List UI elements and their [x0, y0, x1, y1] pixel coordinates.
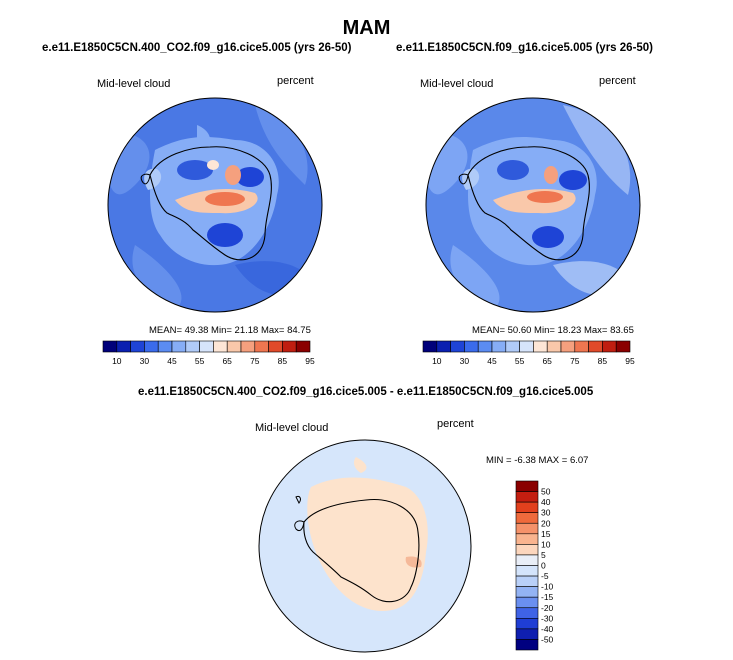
panel1-colorbar-swatch	[102, 340, 118, 353]
panel2-colorbar-tick-label: 75	[570, 356, 580, 366]
panel1-colorbar-swatch	[116, 340, 131, 353]
panel1-units-label: percent	[277, 75, 314, 87]
panel1-colorbar-tick-label: 10	[112, 356, 122, 366]
panel1-colorbar-tick-label: 30	[140, 356, 150, 366]
diff-units-label: percent	[437, 418, 474, 430]
panel2-colorbar-swatch	[560, 340, 576, 353]
diff-colorbar-tick-label: -20	[541, 603, 554, 613]
panel1-colorbar-swatch	[282, 340, 297, 353]
panel1-colorbar-tick-label: 85	[278, 356, 288, 366]
diff-colorbar-swatch	[515, 639, 539, 651]
diff-map	[258, 439, 472, 653]
panel1-colorbar: 10 30 45 55 65 75 85 95	[102, 340, 315, 366]
diff-colorbar-swatch	[515, 544, 539, 556]
diff-colorbar-swatch	[515, 586, 539, 598]
figure-title: MAM	[342, 17, 391, 39]
diff-colorbar-tick-label: -40	[541, 624, 554, 634]
diff-stats: MIN = -6.38 MAX = 6.07	[486, 455, 589, 466]
panel1-colorbar-swatch	[144, 340, 159, 353]
panel1-subtitle: e.e11.E1850C5CN.400_CO2.f09_g16.cice5.00…	[42, 42, 352, 54]
diff-colorbar-tick-label: -50	[541, 634, 554, 644]
panel2-colorbar-swatch	[615, 340, 631, 353]
diff-colorbar-swatch	[515, 522, 539, 535]
panel2-colorbar-swatch	[450, 340, 465, 353]
panel1-map	[107, 97, 323, 313]
panel1-colorbar-tick-label: 75	[250, 356, 260, 366]
panel1-colorbar-swatch	[268, 340, 283, 353]
diff-colorbar-swatch	[515, 533, 539, 545]
panel2-colorbar-swatch	[588, 340, 603, 353]
diff-colorbar-swatch	[515, 554, 539, 566]
panel2-colorbar-swatch	[436, 340, 451, 353]
panel1-colorbar-tick-label: 95	[305, 356, 315, 366]
panel2-colorbar-swatch	[505, 340, 520, 353]
diff-colorbar-tick-label: 50	[541, 487, 551, 497]
diff-subtitle: e.e11.E1850C5CN.400_CO2.f09_g16.cice5.00…	[138, 386, 594, 398]
panel2-colorbar-tick-label: 55	[515, 356, 525, 366]
diff-colorbar-tick-label: -10	[541, 582, 554, 592]
panel2-colorbar-tick-label: 95	[625, 356, 635, 366]
diff-colorbar-swatch	[515, 607, 539, 619]
panel1-variable-label: Mid-level cloud	[97, 78, 171, 90]
diff-variable-label: Mid-level cloud	[255, 422, 329, 434]
panel2-colorbar-swatch	[574, 340, 589, 353]
diff-colorbar-tick-label: -5	[541, 571, 549, 581]
panel2-colorbar-tick-label: 45	[487, 356, 497, 366]
panel2-colorbar-tick-label: 10	[432, 356, 442, 366]
panel2-colorbar-tick-label: 85	[598, 356, 608, 366]
diff-colorbar-tick-label: 30	[541, 508, 551, 518]
panel1-colorbar-swatch	[226, 340, 242, 353]
panel1-colorbar-swatch	[213, 340, 228, 353]
panel2-colorbar-swatch	[519, 340, 534, 353]
panel2-units-label: percent	[599, 75, 636, 87]
panel2-map	[425, 97, 641, 313]
panel1-colorbar-swatch	[171, 340, 187, 353]
diff-colorbar-swatch	[515, 501, 539, 513]
panel1-colorbar-tick-label: 45	[167, 356, 177, 366]
panel2-colorbar-swatch	[477, 340, 493, 353]
panel2-colorbar-tick-label: 65	[542, 356, 552, 366]
diff-colorbar-tick-label: -15	[541, 592, 554, 602]
panel2-colorbar-swatch	[533, 340, 548, 353]
panel2-colorbar-swatch	[602, 340, 617, 353]
panel1-colorbar-swatch	[254, 340, 269, 353]
diff-colorbar-tick-label: 5	[541, 550, 546, 560]
panel2-colorbar-swatch	[546, 340, 562, 353]
diff-colorbar-swatch	[515, 596, 539, 609]
diff-colorbar-swatch	[515, 565, 539, 577]
panel1-colorbar-tick-label: 65	[222, 356, 232, 366]
panel1-colorbar-tick-label: 55	[195, 356, 205, 366]
panel2-subtitle: e.e11.E1850C5CN.f09_g16.cice5.005 (yrs 2…	[396, 42, 654, 54]
panel2-colorbar: 10 30 45 55 65 75 85 95	[422, 340, 635, 366]
panel1-colorbar-swatch	[185, 340, 200, 353]
panel2-colorbar-swatch	[491, 340, 507, 353]
panel2-variable-label: Mid-level cloud	[420, 78, 494, 90]
diff-colorbar-tick-label: 15	[541, 529, 551, 539]
panel1-colorbar-swatch	[157, 340, 173, 353]
panel2-colorbar-swatch	[464, 340, 479, 353]
diff-colorbar-tick-label: 40	[541, 497, 551, 507]
diff-colorbar-tick-label: 20	[541, 518, 551, 528]
panel2-colorbar-tick-label: 30	[460, 356, 470, 366]
diff-colorbar-tick-label: -30	[541, 613, 554, 623]
panel1-colorbar-swatch	[199, 340, 214, 353]
panel1-colorbar-swatch	[240, 340, 256, 353]
diff-colorbar-swatch	[515, 491, 539, 503]
diff-colorbar-tick-label: 10	[541, 539, 551, 549]
panel2-colorbar-swatch	[422, 340, 438, 353]
diff-colorbar-swatch	[515, 512, 539, 524]
panel1-colorbar-swatch	[295, 340, 311, 353]
diff-colorbar-swatch	[515, 575, 539, 587]
diff-colorbar-tick-label: 0	[541, 561, 546, 571]
panel2-stats: MEAN= 50.60 Min= 18.23 Max= 83.65	[472, 325, 634, 336]
panel1-colorbar-swatch	[130, 340, 145, 353]
diff-colorbar-swatch	[515, 480, 539, 492]
panel1-stats: MEAN= 49.38 Min= 21.18 Max= 84.75	[149, 325, 311, 336]
diff-colorbar-swatch	[515, 628, 539, 640]
diff-colorbar-swatch	[515, 618, 539, 630]
